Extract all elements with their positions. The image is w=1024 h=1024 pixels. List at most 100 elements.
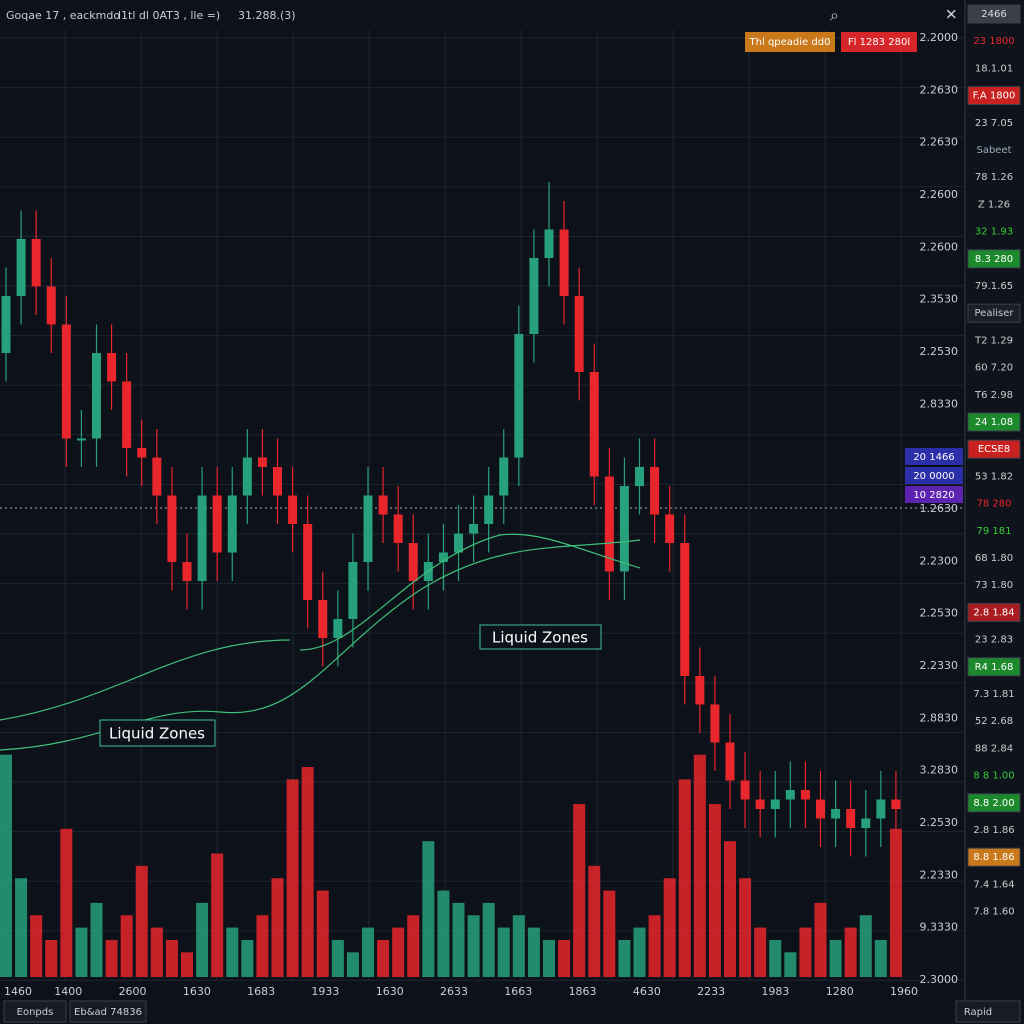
volume-bar — [90, 902, 103, 977]
volume-bar — [874, 939, 887, 977]
volume-bar — [452, 902, 465, 977]
volume-bar — [392, 927, 405, 977]
search-icon[interactable]: ⌕ — [830, 6, 839, 25]
footer-button-bg[interactable] — [69, 1000, 147, 1023]
ladder-bg — [967, 793, 1021, 813]
y-tick-label: 2.2630 — [920, 136, 959, 149]
candle-body — [122, 381, 132, 448]
volume-bar — [165, 939, 178, 977]
candle-body — [755, 799, 765, 809]
y-tick-label: 2.2300 — [920, 554, 959, 567]
candle-body — [107, 353, 117, 382]
candle-body — [257, 457, 267, 467]
ladder-entry: T2 1.29 — [974, 335, 1013, 346]
candle-body — [182, 562, 192, 581]
volume-bar — [588, 865, 601, 977]
candle-body — [152, 457, 162, 496]
x-tick-label: 1460 — [4, 985, 32, 998]
volume-layer — [0, 754, 902, 977]
ladder-entry: 52 2.68 — [975, 716, 1013, 727]
ladder-entry: 18.1.01 — [975, 63, 1013, 74]
volume-bar — [889, 828, 902, 977]
ladder-bg — [967, 4, 1021, 24]
ladder-entry: ECSE8 — [978, 444, 1010, 455]
price-tag-bg — [905, 448, 963, 465]
x-tick-label: 2600 — [119, 985, 147, 998]
ladder-bg — [967, 249, 1021, 269]
candle-body — [1, 296, 11, 353]
candle-body — [710, 704, 720, 743]
annotation-box — [99, 719, 216, 747]
footer-button-bg[interactable] — [955, 1000, 1021, 1023]
ladder-entry: 32 1.93 — [975, 227, 1013, 238]
y-tick-label: 2.2530 — [920, 607, 959, 620]
price-tags: 20 1466 20 0000 10 2820 — [905, 448, 963, 503]
ladder: 2466 23 1800 18.1.01 F.A 1800 23 7.05 Sabeet 7… — [967, 4, 1021, 918]
ladder-entry: 88 2.84 — [975, 743, 1013, 754]
y-tick-label: 2.8830 — [920, 711, 959, 724]
candle-body — [680, 543, 690, 676]
ladder-bg — [967, 439, 1021, 459]
price-tag-bg — [905, 486, 963, 503]
candle-layer — [1, 182, 901, 857]
candle-body — [740, 780, 750, 800]
volume-bar — [362, 927, 374, 977]
x-tick-label: 2233 — [697, 985, 725, 998]
candle-body — [846, 809, 856, 828]
x-tick-label: 1863 — [569, 985, 597, 998]
x-tick-label: 4630 — [633, 985, 661, 998]
candle-body — [303, 524, 313, 600]
ladder-entry: 60 7.20 — [975, 363, 1013, 374]
price-tag: 20 1466 — [913, 452, 954, 463]
x-tick-label: 1280 — [826, 985, 854, 998]
annotation: Liquid Zones — [492, 629, 588, 647]
time-axis: 1460 1400 2600 1630 1683 1933 1630 2633 1663 1863… — [4, 985, 918, 998]
price-tag: 10 2820 — [913, 490, 954, 501]
candle-body — [61, 324, 71, 439]
candle-body — [816, 799, 825, 819]
y-tick-label: 2.2530 — [920, 816, 959, 829]
volume-bar — [346, 952, 359, 977]
volume-bar — [30, 915, 43, 977]
volume-bar — [437, 890, 450, 977]
volume-bar — [75, 927, 88, 977]
volume-bar — [618, 939, 631, 977]
volume-bar — [633, 927, 646, 977]
volume-bar — [603, 890, 616, 977]
candle-body — [665, 514, 675, 543]
candle-body — [650, 467, 660, 515]
volume-bar — [196, 902, 209, 977]
footer-button[interactable]: Eonpds — [17, 1007, 54, 1018]
ladder-bg — [967, 303, 1021, 323]
volume-bar — [105, 939, 118, 977]
candle-body — [891, 799, 901, 809]
footer-button[interactable]: Eb&ad 74836 — [74, 1007, 142, 1018]
candle-body — [574, 296, 584, 372]
ladder-entry: 79 181 — [977, 526, 1012, 537]
volume-bar — [377, 939, 390, 977]
volume-bar — [256, 915, 269, 977]
ladder-entry: 73 1.80 — [975, 580, 1013, 591]
candle-body — [544, 229, 554, 258]
candle-body — [16, 239, 26, 296]
ladder-entry: 2466 — [981, 9, 1006, 20]
ladder-entry: 24 1.08 — [975, 417, 1013, 428]
candle-body — [197, 495, 207, 581]
footer-button-bg[interactable] — [3, 1000, 67, 1023]
x-tick-label: 1983 — [761, 985, 789, 998]
volume-bar — [120, 915, 133, 977]
close-icon[interactable]: ✕ — [945, 6, 958, 24]
volume-bar — [271, 878, 284, 977]
volume-bar — [301, 767, 314, 977]
volume-bar — [859, 915, 872, 977]
ladder-entry: 23 1800 — [973, 36, 1014, 47]
ladder-entry: 2.8 1.84 — [973, 607, 1014, 618]
candle-body — [92, 353, 101, 439]
ladder-entry: 78 1.26 — [975, 172, 1013, 183]
y-tick-label: 2.2000 — [920, 31, 959, 44]
footer-button[interactable]: Rapid — [964, 1007, 992, 1018]
volume-bar — [60, 828, 73, 977]
volume-bar — [286, 779, 299, 977]
candle-body — [604, 476, 614, 572]
ladder-entry: 2.8 1.86 — [973, 825, 1014, 836]
